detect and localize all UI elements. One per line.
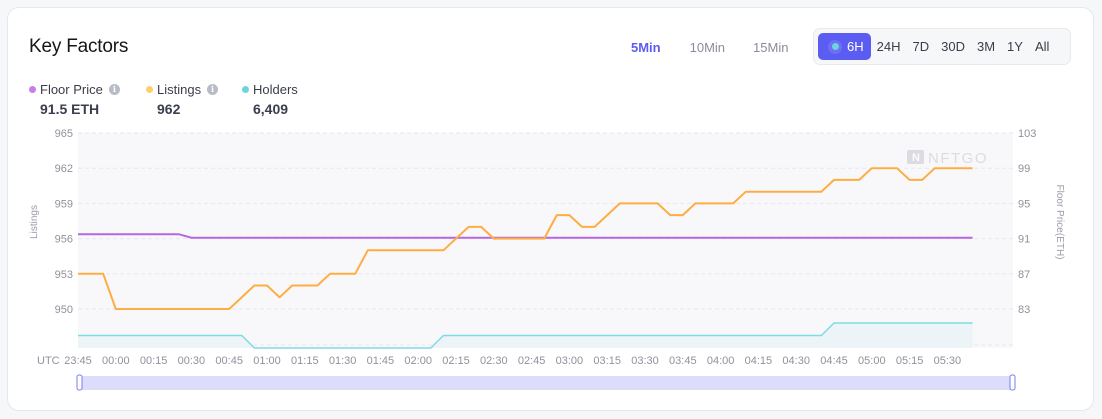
x-tick-label: 05:15 xyxy=(896,355,924,367)
svg-text:N: N xyxy=(912,152,920,164)
right-axis-title: Floor Price(ETH) xyxy=(1054,184,1065,259)
range-all-button[interactable]: All xyxy=(1034,39,1050,54)
interval-tabs: 5Min 10Min 15Min xyxy=(620,38,788,57)
floor-price-label: Floor Price xyxy=(40,81,103,97)
right-tick-label: 103 xyxy=(1018,128,1036,140)
listings-label: Listings xyxy=(157,81,202,97)
x-tick-label: 02:15 xyxy=(442,355,470,367)
x-tick-label: 01:00 xyxy=(253,355,281,367)
right-axis: 103 99 95 91 87 83 xyxy=(1018,128,1036,316)
x-tick-label: 03:45 xyxy=(669,355,697,367)
listings-line xyxy=(78,167,973,310)
x-axis-prefix: UTC xyxy=(37,355,60,367)
nftgo-logo-icon xyxy=(907,150,924,164)
x-tick-label: 01:45 xyxy=(367,355,395,367)
tab-15min[interactable]: 15Min xyxy=(753,40,789,55)
listings-value: 962 xyxy=(157,101,181,117)
x-tick-label: 00:30 xyxy=(178,355,206,367)
right-tick-label: 99 xyxy=(1018,163,1030,175)
left-tick-label: 965 xyxy=(55,128,73,140)
x-tick-label: 03:00 xyxy=(556,355,584,367)
x-tick-label: 05:30 xyxy=(934,355,962,367)
holders-label: Holders xyxy=(253,81,298,97)
x-axis: UTC 23:45 00:00 00:15 00:30 00:45 01:00 01:15 01… xyxy=(37,355,961,367)
x-tick-label: 04:45 xyxy=(820,355,848,367)
x-tick-label: 02:45 xyxy=(518,355,546,367)
left-axis-title: Listings xyxy=(29,205,40,239)
range-slider-right-handle[interactable] xyxy=(1009,374,1016,391)
x-tick-label: 01:30 xyxy=(329,355,357,367)
holders-dot-icon xyxy=(242,85,249,93)
left-tick-label: 953 xyxy=(55,269,73,281)
right-tick-label: 91 xyxy=(1018,234,1030,246)
tab-5min[interactable]: 5Min xyxy=(631,40,661,55)
left-tick-label: 959 xyxy=(55,198,73,210)
x-tick-label: 03:30 xyxy=(631,355,659,367)
right-tick-label: 87 xyxy=(1018,269,1030,281)
left-tick-label: 950 xyxy=(55,304,73,316)
range-24h-button[interactable]: 24H xyxy=(876,39,901,54)
x-tick-label: 01:15 xyxy=(291,355,319,367)
right-tick-label: 83 xyxy=(1018,304,1030,316)
card-title: Key Factors xyxy=(29,36,129,57)
holders-value: 6,409 xyxy=(253,101,289,117)
right-tick-label: 95 xyxy=(1018,198,1030,210)
x-tick-label: 04:00 xyxy=(707,355,735,367)
left-tick-label: 962 xyxy=(55,163,73,175)
x-tick-label: 00:00 xyxy=(102,355,130,367)
time-range-selector: 6H 24H 7D 30D 3M 1Y All xyxy=(813,28,1071,65)
plot-area xyxy=(78,133,1013,348)
floor-price-value: 91.5 ETH xyxy=(40,101,100,117)
range-1y-button[interactable]: 1Y xyxy=(1007,39,1023,54)
x-tick-label: 03:15 xyxy=(593,355,621,367)
range-6h-button[interactable]: 6H xyxy=(818,33,871,60)
listings-dot-icon xyxy=(146,85,153,93)
x-tick-label: 05:00 xyxy=(858,355,886,367)
left-tick-label: 956 xyxy=(55,234,73,246)
info-icon[interactable]: i xyxy=(108,83,120,95)
x-tick-label: 02:30 xyxy=(480,355,508,367)
floor-price-dot-icon xyxy=(29,85,36,93)
range-slider-track[interactable] xyxy=(79,376,1013,390)
range-6h-label: 6H xyxy=(847,39,864,54)
legend-holders[interactable]: Holders 6,409 xyxy=(242,81,332,117)
x-tick-label: 00:15 xyxy=(140,355,168,367)
info-icon[interactable]: i xyxy=(207,83,219,95)
range-7d-button[interactable]: 7D xyxy=(912,39,930,54)
range-slider-left-handle[interactable] xyxy=(76,374,83,391)
x-tick-label: 23:45 xyxy=(64,355,92,367)
x-tick-label: 02:00 xyxy=(404,355,432,367)
watermark-text: NFTGO xyxy=(928,150,988,167)
legend-listings[interactable]: Listings i 962 xyxy=(146,81,242,117)
tab-10min[interactable]: 10Min xyxy=(689,40,726,55)
live-dot-icon xyxy=(828,39,842,54)
x-tick-label: 00:45 xyxy=(215,355,243,367)
left-axis: 965 962 959 956 953 950 xyxy=(55,128,73,316)
floor-price-line xyxy=(78,233,973,239)
x-tick-label: 04:30 xyxy=(782,355,810,367)
holders-line xyxy=(78,322,973,349)
nftgo-watermark: N NFTGO xyxy=(907,150,988,167)
chart-legend: Floor Price i 91.5 ETH Listings i 962 Ho… xyxy=(29,81,332,117)
range-30d-button[interactable]: 30D xyxy=(941,39,965,54)
legend-floor-price[interactable]: Floor Price i 91.5 ETH xyxy=(29,81,146,117)
x-tick-label: 04:15 xyxy=(745,355,773,367)
range-3m-button[interactable]: 3M xyxy=(976,39,996,54)
